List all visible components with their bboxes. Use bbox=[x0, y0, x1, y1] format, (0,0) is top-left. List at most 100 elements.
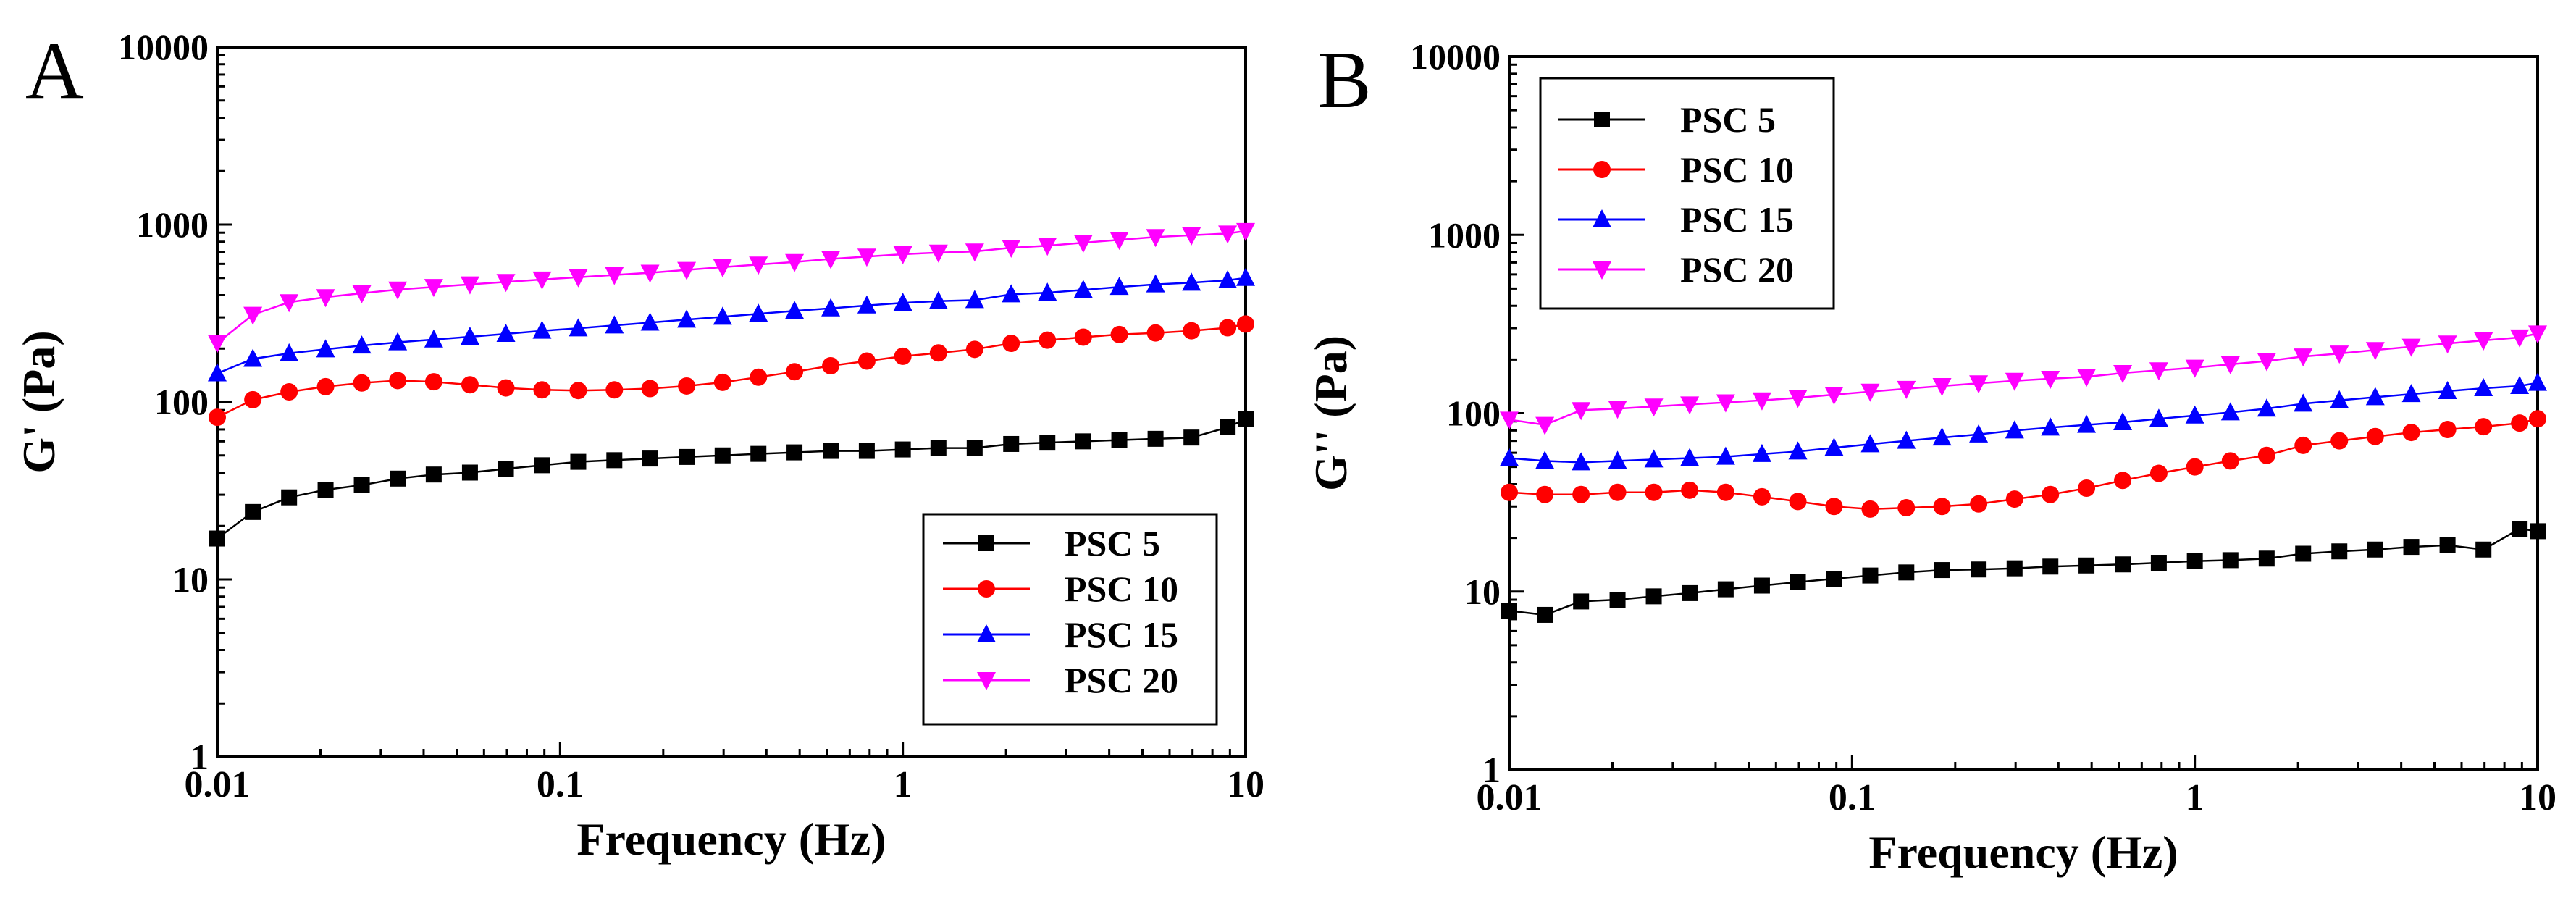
data-point bbox=[460, 326, 479, 345]
data-point bbox=[1609, 592, 1626, 608]
series-line bbox=[217, 277, 1246, 374]
y-tick-label: 1000 bbox=[1428, 214, 1501, 255]
data-point bbox=[2077, 369, 2097, 387]
data-point bbox=[713, 373, 731, 391]
legend-label: PSC 5 bbox=[1065, 523, 1160, 563]
legend-marker bbox=[1593, 209, 1611, 227]
data-point bbox=[1110, 325, 1128, 343]
data-point bbox=[606, 452, 623, 469]
data-point bbox=[714, 447, 731, 464]
data-point bbox=[1753, 487, 1771, 506]
data-point bbox=[786, 363, 804, 381]
data-point bbox=[1645, 483, 1663, 501]
data-point bbox=[280, 343, 299, 361]
data-point bbox=[821, 298, 841, 317]
series-psc-5 bbox=[209, 411, 1254, 547]
data-point bbox=[2220, 356, 2240, 374]
data-point bbox=[1535, 416, 1555, 435]
data-point bbox=[679, 448, 695, 465]
series-line bbox=[217, 230, 1246, 344]
series-psc-15 bbox=[208, 267, 1255, 382]
data-point bbox=[894, 441, 911, 458]
data-point bbox=[2294, 436, 2312, 454]
data-point bbox=[1535, 450, 1555, 469]
data-point bbox=[1860, 383, 1880, 402]
data-point bbox=[1860, 434, 1880, 453]
data-point bbox=[1038, 282, 1057, 301]
data-point bbox=[822, 356, 840, 374]
data-point bbox=[1753, 577, 1770, 594]
data-point bbox=[2511, 414, 2529, 432]
data-point bbox=[2041, 370, 2060, 389]
data-point bbox=[1645, 588, 1662, 605]
data-point bbox=[966, 440, 983, 456]
data-point bbox=[605, 267, 624, 285]
data-point bbox=[1003, 435, 1020, 452]
data-point bbox=[677, 309, 697, 328]
data-point bbox=[713, 306, 732, 325]
data-point bbox=[209, 530, 225, 547]
data-point bbox=[316, 377, 335, 395]
data-point bbox=[208, 363, 227, 382]
series-line bbox=[1509, 332, 2538, 426]
series-psc-10 bbox=[209, 315, 1254, 427]
data-point bbox=[1933, 498, 1951, 516]
data-point bbox=[2474, 378, 2493, 397]
data-point bbox=[1897, 430, 1916, 449]
data-point bbox=[894, 347, 912, 365]
data-point bbox=[569, 318, 588, 337]
data-point bbox=[1501, 603, 1517, 619]
data-point bbox=[928, 244, 948, 263]
data-point bbox=[1002, 284, 1021, 303]
data-point bbox=[1680, 396, 1700, 415]
data-point bbox=[1644, 449, 1664, 468]
x-tick-label: 0.1 bbox=[1829, 777, 1876, 818]
data-point bbox=[1237, 315, 1254, 333]
series-line bbox=[1509, 418, 2538, 511]
y-tick-label: 100 bbox=[154, 382, 209, 422]
series-psc-20 bbox=[208, 222, 1255, 353]
data-point bbox=[1825, 498, 1843, 516]
data-point bbox=[2331, 543, 2348, 560]
data-point bbox=[1932, 377, 1952, 396]
x-tick-label: 0.01 bbox=[185, 764, 251, 805]
data-point bbox=[2257, 398, 2276, 417]
series-psc-10 bbox=[1501, 410, 2546, 518]
data-point bbox=[2220, 402, 2240, 421]
data-point bbox=[1717, 581, 1734, 598]
legend-marker bbox=[1593, 161, 1611, 178]
data-point bbox=[1716, 394, 1735, 413]
data-point bbox=[1608, 483, 1627, 501]
data-point bbox=[424, 279, 443, 298]
data-point bbox=[2115, 556, 2131, 573]
y-tick-label: 100 bbox=[1446, 393, 1501, 434]
data-point bbox=[2438, 381, 2457, 400]
data-point bbox=[1073, 280, 1093, 298]
data-point bbox=[1500, 448, 1519, 466]
data-point bbox=[1183, 429, 1200, 446]
data-point bbox=[1752, 392, 1771, 411]
data-point bbox=[1182, 227, 1201, 246]
data-point bbox=[2222, 552, 2239, 569]
data-point bbox=[461, 464, 478, 481]
data-point bbox=[1220, 419, 1236, 435]
data-point bbox=[388, 332, 408, 351]
data-point bbox=[1236, 222, 1255, 241]
data-point bbox=[2005, 372, 2024, 391]
data-point bbox=[929, 344, 947, 362]
data-point bbox=[1572, 402, 1591, 421]
data-point bbox=[1969, 375, 1989, 394]
data-point bbox=[1790, 574, 1806, 590]
data-point bbox=[1971, 561, 1987, 578]
data-point bbox=[2439, 537, 2456, 553]
data-point bbox=[2006, 560, 2023, 577]
data-point bbox=[497, 379, 515, 397]
chart-panel-a: 0.01 0.1 1 10 1 10 100 1000 10000 Frequency (Hz) G… bbox=[13, 26, 1264, 865]
data-point bbox=[928, 290, 948, 309]
data-point bbox=[2475, 541, 2492, 558]
y-tick-label: 10000 bbox=[118, 27, 209, 67]
data-point bbox=[1788, 441, 1808, 460]
data-point bbox=[749, 303, 768, 322]
data-point bbox=[1109, 232, 1129, 251]
data-point bbox=[2512, 521, 2528, 537]
